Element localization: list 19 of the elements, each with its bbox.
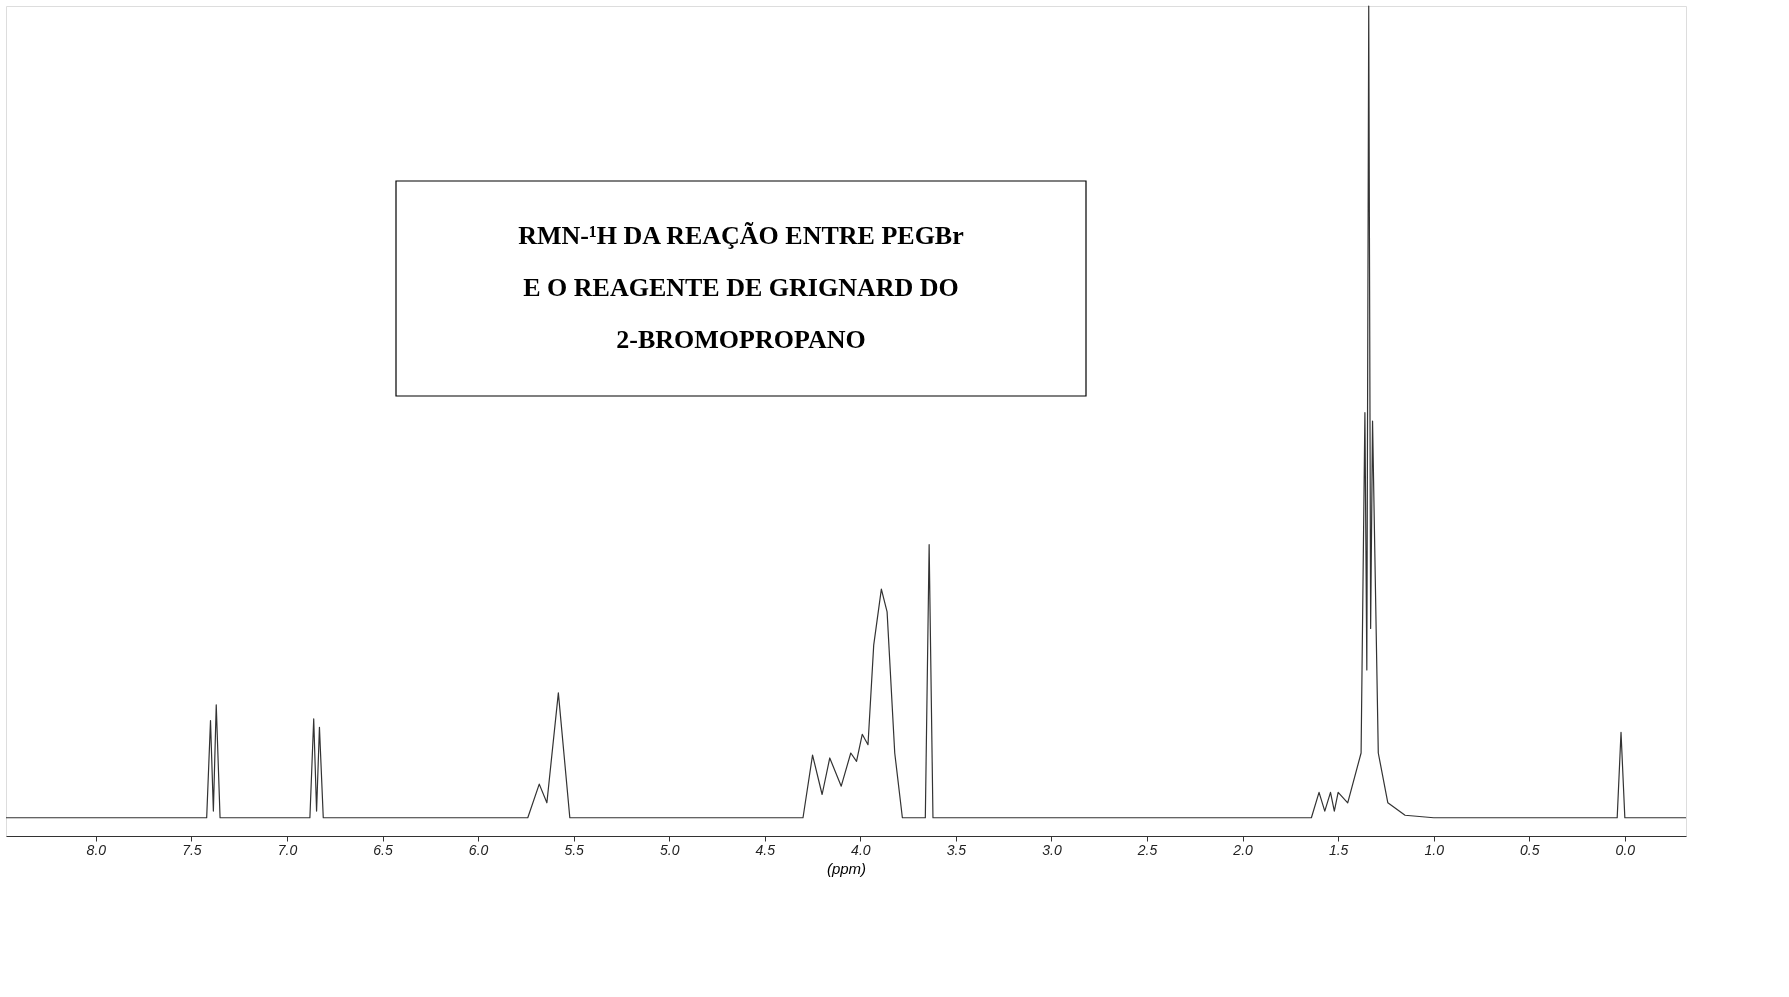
x-tick-label: 8.0: [86, 841, 107, 858]
x-tick-label: 0.5: [1520, 841, 1540, 858]
x-tick-label: 0.0: [1615, 841, 1636, 858]
x-tick-label: 7.0: [277, 841, 298, 858]
x-tick-label: 1.0: [1424, 841, 1445, 858]
annotation: RMN-¹H DA REAÇÃO ENTRE PEGBr E O REAGENTE DE GRIGNARD DO 2-BROMOPROPANO: [518, 221, 964, 354]
x-tick-label: 4.0: [851, 841, 871, 858]
x-tick-label: 5.0: [659, 841, 680, 858]
x-tick-label: 2.5: [1136, 841, 1158, 858]
x-tick-label: 3.0: [1042, 841, 1062, 858]
x-tick-label: 2.0: [1232, 841, 1254, 858]
x-tick-label: 7.5: [182, 841, 202, 858]
x-tick-label: 6.0: [468, 841, 489, 858]
x-tick-label: 4.5: [755, 841, 776, 858]
x-tick-label: 3.5: [946, 841, 967, 858]
x-tick-label: 1.5: [1328, 841, 1349, 858]
x-axis-title: (ppm): [826, 859, 867, 877]
x-tick-label: 5.5: [564, 841, 585, 858]
x-tick-label: 6.5: [373, 841, 393, 858]
